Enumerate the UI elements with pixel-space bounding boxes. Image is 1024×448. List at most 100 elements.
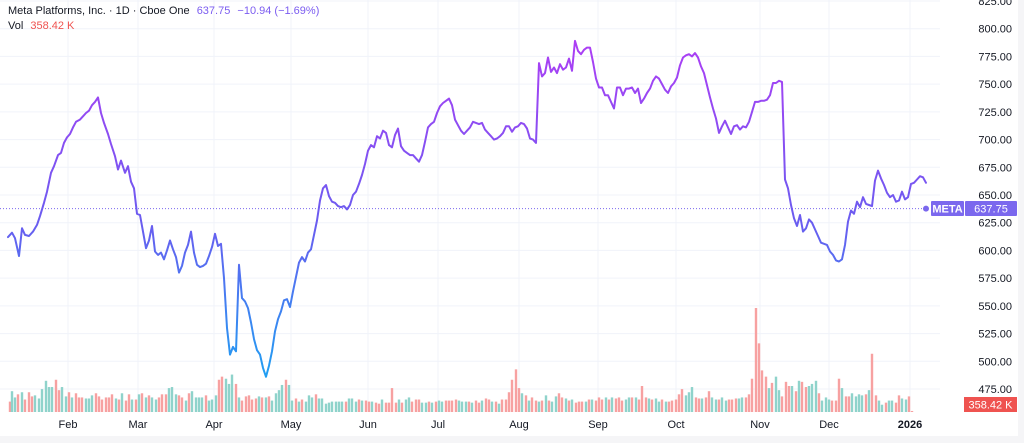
volume-bar xyxy=(857,394,861,412)
volume-bar xyxy=(844,396,848,412)
volume-bar xyxy=(274,393,278,412)
volume-bar xyxy=(130,399,134,412)
volume-bar xyxy=(780,396,784,412)
volume-bar xyxy=(867,390,871,412)
price-axis[interactable]: 825.00 800.00 775.00 750.00 725.00 700.00 675.… xyxy=(978,0,1012,396)
volume-bar xyxy=(644,397,648,412)
volume-bar xyxy=(890,400,894,412)
volume-bar xyxy=(13,397,17,412)
volume-bar xyxy=(534,400,538,412)
volume-label[interactable]: Vol xyxy=(8,20,24,32)
volume-bar xyxy=(694,397,698,412)
volume-bar xyxy=(397,399,401,412)
interval-label[interactable]: 1D xyxy=(115,5,130,17)
volume-bar xyxy=(507,392,511,412)
volume-bar xyxy=(23,399,27,412)
volume-bar xyxy=(847,396,851,412)
time-axis[interactable]: Feb Mar Apr May Jun Jul Aug Sep Oct Nov Dec 2026 xyxy=(59,419,923,431)
volume-bar xyxy=(634,397,638,412)
volume-bar xyxy=(597,397,601,412)
volume-bar xyxy=(134,399,138,412)
volume-bar xyxy=(480,400,484,412)
volume-bar xyxy=(284,379,288,412)
volume-bars xyxy=(8,308,914,412)
volume-bar xyxy=(220,376,224,412)
volume-tag-value: 358.42 K xyxy=(968,400,1013,412)
volume-bar xyxy=(517,388,521,412)
volume-bar xyxy=(367,401,371,412)
volume-bar xyxy=(724,400,728,412)
volume-bar xyxy=(157,397,161,412)
volume-bar xyxy=(187,393,191,412)
volume-bar xyxy=(880,404,884,412)
volume-bar xyxy=(610,397,614,412)
volume-bar xyxy=(680,389,684,412)
volume-bar xyxy=(414,399,418,412)
volume-bar xyxy=(224,378,228,412)
volume-bar xyxy=(460,401,464,412)
volume-bar xyxy=(377,403,381,412)
volume-bar xyxy=(8,401,12,412)
volume-bar xyxy=(67,392,71,412)
volume-bar xyxy=(330,401,334,412)
bottom-border xyxy=(0,436,1024,443)
volume-bar xyxy=(790,386,794,412)
volume-bar xyxy=(350,398,354,412)
volume-bar xyxy=(424,402,428,412)
volume-bar xyxy=(604,397,608,412)
volume-bar xyxy=(470,402,474,412)
volume-bar xyxy=(897,395,901,412)
volume-bar xyxy=(190,391,194,412)
volume-bar xyxy=(864,394,868,412)
volume-bar xyxy=(750,378,754,412)
volume-bar xyxy=(814,380,818,412)
price-tag-value: 637.75 xyxy=(974,204,1008,216)
volume-bar xyxy=(764,376,768,412)
volume-bar xyxy=(40,389,44,412)
volume-bar xyxy=(127,394,131,412)
volume-bar xyxy=(557,393,561,412)
volume-bar xyxy=(590,399,594,412)
price-tag-symbol: META xyxy=(932,204,962,216)
volume-bar xyxy=(810,383,814,412)
volume-bar xyxy=(717,399,721,412)
volume-bar xyxy=(860,395,864,412)
volume-bar xyxy=(894,402,898,412)
volume-bar xyxy=(97,396,101,412)
volume-bar xyxy=(277,390,281,412)
volume-bar xyxy=(407,397,411,412)
volume-bar xyxy=(544,395,548,412)
volume-bar xyxy=(210,399,214,412)
volume-bar xyxy=(570,399,574,412)
volume-bar xyxy=(707,391,711,412)
y-tick-label: 600.00 xyxy=(978,245,1012,257)
volume-bar xyxy=(537,401,541,412)
volume-bar xyxy=(384,402,388,412)
volume-bar xyxy=(214,395,218,412)
volume-bar xyxy=(290,400,294,412)
volume-bar xyxy=(114,398,118,412)
volume-bar xyxy=(50,387,54,412)
volume-bar xyxy=(714,399,718,412)
volume-bar xyxy=(20,392,24,412)
volume-bar xyxy=(904,399,908,412)
volume-bar xyxy=(824,397,828,412)
volume-bar xyxy=(510,379,514,412)
y-tick-label: 625.00 xyxy=(978,218,1012,230)
y-tick-label: 800.00 xyxy=(978,24,1012,36)
volume-bar xyxy=(247,395,251,412)
volume-bar xyxy=(614,398,618,412)
volume-bar xyxy=(387,402,391,412)
volume-bar xyxy=(754,308,758,412)
volume-bar xyxy=(637,399,641,412)
volume-bar xyxy=(850,393,854,412)
volume-bar xyxy=(230,374,234,412)
symbol-name[interactable]: Meta Platforms, Inc. xyxy=(8,5,106,17)
volume-bar xyxy=(177,395,181,412)
volume-bar xyxy=(560,397,564,412)
volume-bar xyxy=(687,392,691,412)
volume-bar xyxy=(607,399,611,412)
volume-bar xyxy=(547,400,551,412)
